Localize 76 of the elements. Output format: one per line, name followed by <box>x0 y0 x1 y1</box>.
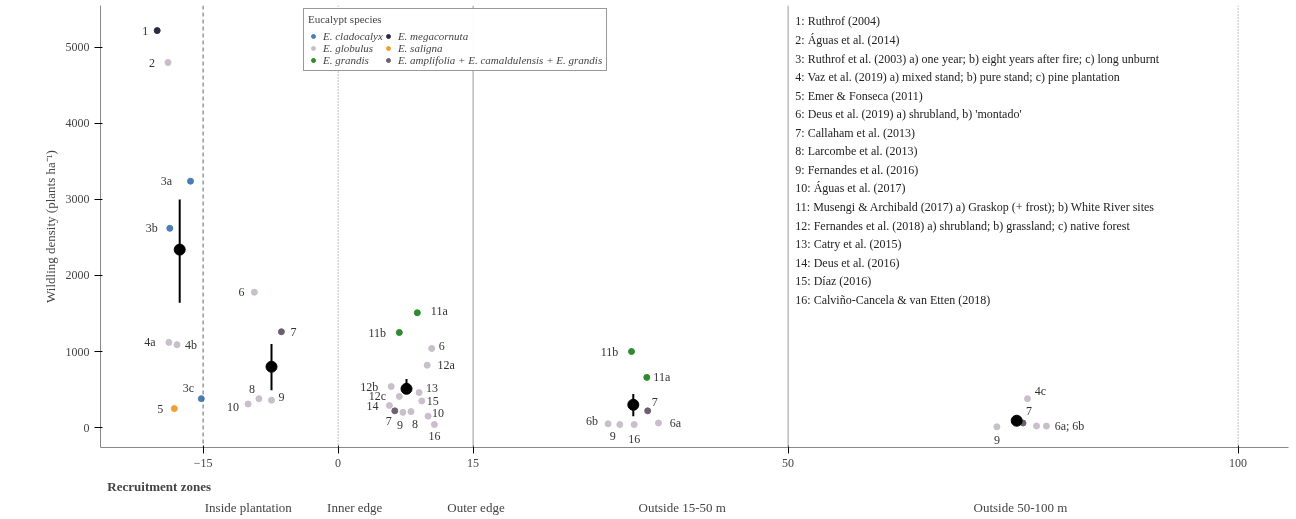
annotation: 7 <box>651 394 658 409</box>
annotation: 11a <box>430 303 449 318</box>
annotation: 12: Fernandes et al. (2018) a) shrubland; b) grassland; c) native forest <box>795 218 1131 233</box>
annotation: 13: Catry et al. (2015) <box>795 237 902 252</box>
text: Outside 15-50 m <box>638 500 726 516</box>
annotation: 8 <box>412 416 418 431</box>
annotation: 2: Águas et al. (2014) <box>795 33 900 48</box>
legend-label: E. globulus <box>323 42 374 54</box>
annotation: 16: Calviño-Cancela & van Etten (2018) <box>795 292 991 307</box>
annotation: 4b <box>185 337 197 352</box>
annotation: 10 <box>227 400 240 414</box>
annotation: 9 <box>609 428 616 443</box>
annotation: 11a <box>653 370 671 385</box>
annotation: 4: Vaz et al. (2019) a) mixed stand; b) pure stand; c) pine plantation <box>795 70 1120 85</box>
annotation: 4a <box>144 335 157 350</box>
annotation: 6a; 6b <box>1054 419 1085 434</box>
annotation: 16 <box>428 428 441 443</box>
annotation: 9 <box>278 390 285 405</box>
legend-label: E. grandis <box>323 54 369 66</box>
annotation: 10 <box>432 406 445 421</box>
annotation: 7 <box>290 324 297 339</box>
annotation: 3c <box>182 380 194 395</box>
legend-label: E. megacornuta <box>397 30 469 42</box>
annotation: 9 <box>396 418 403 433</box>
annotation: 2 <box>149 55 155 70</box>
annotation: 5 <box>157 401 164 416</box>
annotation: 6 <box>238 285 245 300</box>
annotation: 9: Fernandes et al. (2016) <box>795 162 919 177</box>
annotation: 15: Díaz (2016) <box>795 274 872 289</box>
text: Outside 50-100 m <box>973 500 1068 516</box>
annotation: 3: Ruthrof et al. (2003) a) one year; b) eight years after fire; c) long unburnt <box>795 51 1160 66</box>
annotation: 1: Ruthrof (2004) <box>795 14 880 29</box>
annotation: 11b <box>368 325 387 340</box>
annotation: 12a <box>437 358 456 373</box>
annotation: 11b <box>600 344 619 359</box>
annotation: 3b <box>145 221 158 236</box>
legend-title: Eucalypt species <box>308 13 383 25</box>
annotation: 8 <box>248 381 255 396</box>
annotation: 8: Larcombe et al. (2013) <box>795 144 918 159</box>
y-tick-label: 0 <box>83 420 90 435</box>
annotation: 9 <box>993 432 1000 447</box>
legend-label: E. amplifolia + E. camaldulensis + E. grandis <box>397 54 603 66</box>
legend-label: E. saligna <box>397 42 443 54</box>
annotation: 6a <box>669 416 682 431</box>
y-tick-label: 2000 <box>65 268 90 283</box>
x-tick-label: 0 <box>335 455 342 470</box>
text: Outer edge <box>447 500 505 516</box>
annotation: 16 <box>628 431 641 446</box>
y-tick-label: 4000 <box>65 116 90 131</box>
annotation: 10: Águas et al. (2017) <box>795 181 906 196</box>
annotation: 6: Deus et al. (2019) a) shrubland, b) 'montado' <box>795 107 1022 122</box>
y-axis-title: Wildling density (plants ha⁻¹) <box>42 150 58 303</box>
text: Inside plantation <box>204 500 293 516</box>
annotation: 7 <box>385 413 392 428</box>
annotation: 1 <box>142 23 149 38</box>
y-tick-label: 5000 <box>65 40 90 55</box>
annotation: 13 <box>426 380 439 395</box>
annotation: 4c <box>1034 383 1047 398</box>
x-tick-label: 15 <box>467 455 480 470</box>
text: Inner edge <box>327 500 383 516</box>
y-tick-label: 3000 <box>65 192 90 207</box>
annotation: 14: Deus et al. (2016) <box>795 255 900 270</box>
text: Recruitment zones <box>107 479 211 495</box>
annotation: 3a <box>160 174 173 189</box>
x-tick-label: 100 <box>1229 455 1248 470</box>
x-tick-label: −15 <box>193 455 213 470</box>
annotation: 6 <box>438 339 445 354</box>
annotation: 6b <box>586 413 599 428</box>
legend-label: E. cladocalyx <box>323 30 383 42</box>
annotation: 7 <box>1026 404 1032 419</box>
annotation: 5: Emer & Fonseca (2011) <box>795 88 923 103</box>
annotation: 11: Musengi & Archibald (2017) a) Graskop (+ frost); b) White River sites <box>795 200 1155 215</box>
x-tick-label: 50 <box>782 455 795 470</box>
annotation: 7: Callaham et al. (2013) <box>795 125 915 140</box>
annotation: 15 <box>426 393 439 408</box>
y-tick-label: 1000 <box>65 344 90 359</box>
